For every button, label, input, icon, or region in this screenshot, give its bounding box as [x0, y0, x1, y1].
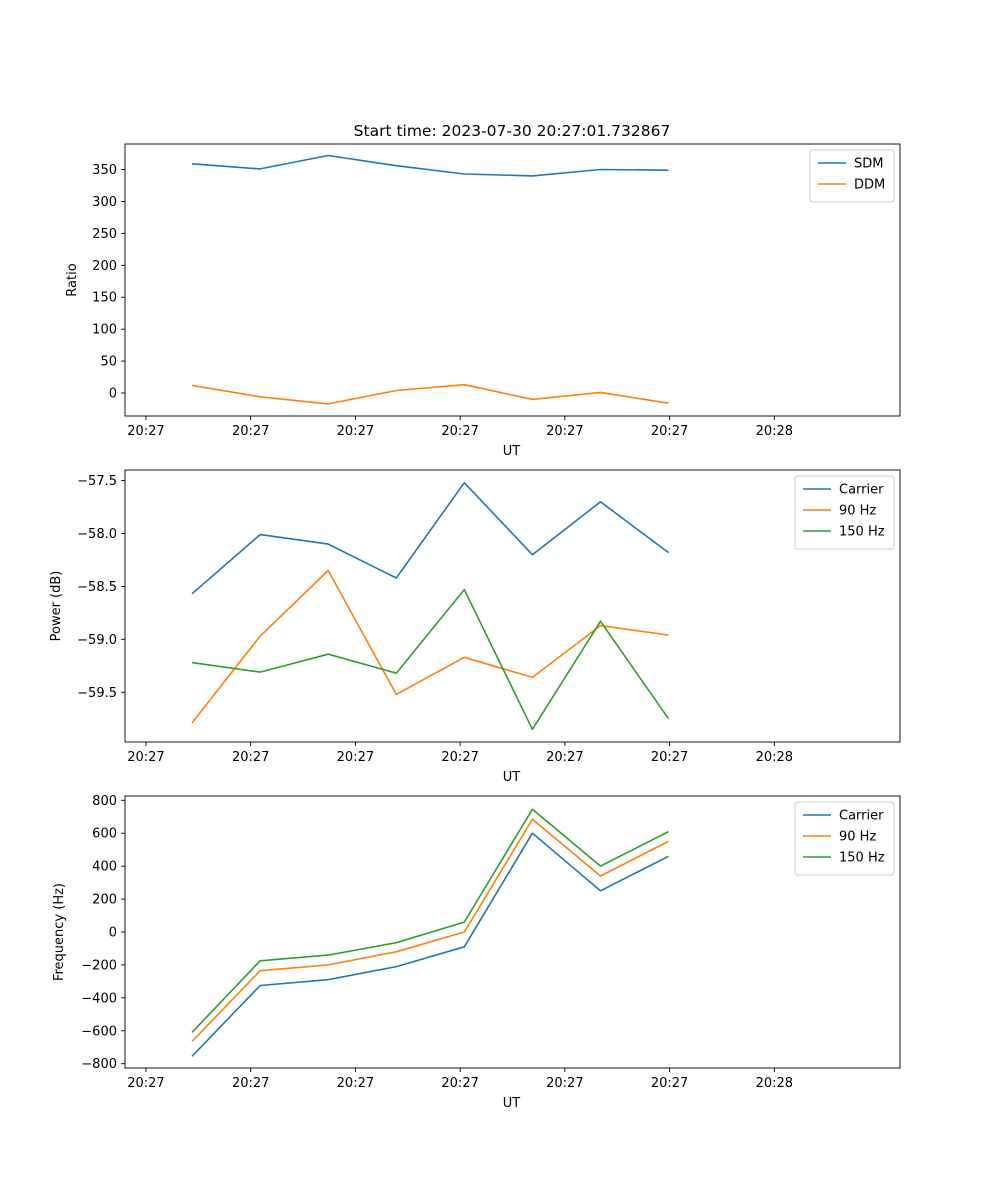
- x-axis-label: UT: [503, 1096, 521, 1111]
- series-line-carrier: [191, 832, 669, 1057]
- y-tick-label: 200: [92, 893, 117, 908]
- panel-3: 20:27 20:27 20:27 20:27 20:27 20:27 20:28 800 60…: [52, 794, 901, 1111]
- x-tick-label: 20:27: [441, 424, 478, 439]
- x-tick-label: 20:27: [546, 750, 583, 765]
- x-tick-label: 20:27: [651, 750, 688, 765]
- legend: SDM DDM: [809, 149, 895, 203]
- y-tick-label: 400: [92, 860, 117, 875]
- x-tick-label: 20:27: [337, 1076, 374, 1091]
- series-line-ddm: [191, 383, 669, 405]
- legend-label: 90 Hz: [839, 830, 876, 845]
- y-tick-label: −800: [81, 1057, 117, 1072]
- legend-label: SDM: [854, 157, 883, 172]
- y-tick-label: −400: [81, 991, 117, 1006]
- x-tick-label: 20:27: [651, 424, 688, 439]
- panel-2: 20:27 20:27 20:27 20:27 20:27 20:27 20:28 −57.5…: [49, 469, 901, 785]
- x-tick-label: 20:27: [546, 424, 583, 439]
- y-tick-label: 250: [92, 227, 117, 242]
- x-tick-label: 20:27: [651, 1076, 688, 1091]
- y-tick-label: −58.0: [77, 527, 117, 542]
- y-tick-label: 150: [92, 291, 117, 306]
- y-tick-label: 600: [92, 827, 117, 842]
- legend-label: 150 Hz: [839, 851, 885, 866]
- x-tick-label: 20:27: [127, 750, 164, 765]
- y-axis-label: Frequency (Hz): [52, 883, 67, 981]
- x-tick-label: 20:28: [756, 424, 793, 439]
- figure-title: Start time: 2023-07-30 20:27:01.732867: [354, 122, 671, 140]
- axes-frame: [124, 143, 901, 417]
- series-line-90-hz: [191, 818, 669, 1043]
- y-tick-label: 0: [109, 926, 117, 941]
- legend-label: DDM: [854, 178, 885, 193]
- x-tick-label: 20:27: [441, 1076, 478, 1091]
- y-tick-label: 200: [92, 259, 117, 274]
- series-line-150-hz: [191, 588, 670, 731]
- x-tick-label: 20:27: [127, 1076, 164, 1091]
- legend-label: 90 Hz: [839, 504, 876, 519]
- legend-label: Carrier: [839, 809, 884, 824]
- y-tick-label: −59.5: [77, 686, 117, 701]
- y-tick-label: 350: [92, 163, 117, 178]
- y-tick-label: 100: [92, 323, 117, 338]
- axes-frame: [124, 469, 901, 743]
- x-tick-label: 20:27: [546, 1076, 583, 1091]
- x-tick-label: 20:27: [337, 750, 374, 765]
- y-tick-label: −57.5: [77, 474, 117, 489]
- y-tick-label: 50: [100, 355, 117, 370]
- panel-1: 20:27 20:27 20:27 20:27 20:27 20:27 20:28 0 50 10…: [65, 143, 901, 459]
- x-tick-label: 20:27: [441, 750, 478, 765]
- series-line-150-hz: [191, 808, 669, 1033]
- legend-label: Carrier: [839, 483, 884, 498]
- x-tick-label: 20:28: [756, 750, 793, 765]
- x-tick-label: 20:28: [756, 1076, 793, 1091]
- x-tick-label: 20:27: [127, 424, 164, 439]
- series-line-sdm: [191, 154, 669, 177]
- legend: Carrier 90 Hz 150 Hz: [794, 801, 895, 876]
- y-tick-label: −59.0: [77, 633, 117, 648]
- x-tick-label: 20:27: [232, 750, 269, 765]
- axes-frame: [124, 795, 901, 1069]
- y-tick-label: −58.5: [77, 580, 117, 595]
- x-axis-label: UT: [503, 770, 521, 785]
- y-axis-label: Power (dB): [49, 571, 64, 642]
- y-tick-label: −600: [81, 1024, 117, 1039]
- y-tick-label: −200: [81, 958, 117, 973]
- x-tick-label: 20:27: [232, 1076, 269, 1091]
- series-line-carrier: [191, 481, 669, 595]
- y-axis-label: Ratio: [65, 263, 80, 296]
- series-line-90-hz: [191, 569, 669, 724]
- legend-label: 150 Hz: [839, 525, 885, 540]
- y-tick-label: 300: [92, 195, 117, 210]
- y-tick-label: 800: [92, 794, 117, 809]
- legend: Carrier 90 Hz 150 Hz: [794, 475, 895, 550]
- x-tick-label: 20:27: [337, 424, 374, 439]
- x-axis-label: UT: [503, 444, 521, 459]
- y-tick-label: 0: [109, 387, 117, 402]
- x-tick-label: 20:27: [232, 424, 269, 439]
